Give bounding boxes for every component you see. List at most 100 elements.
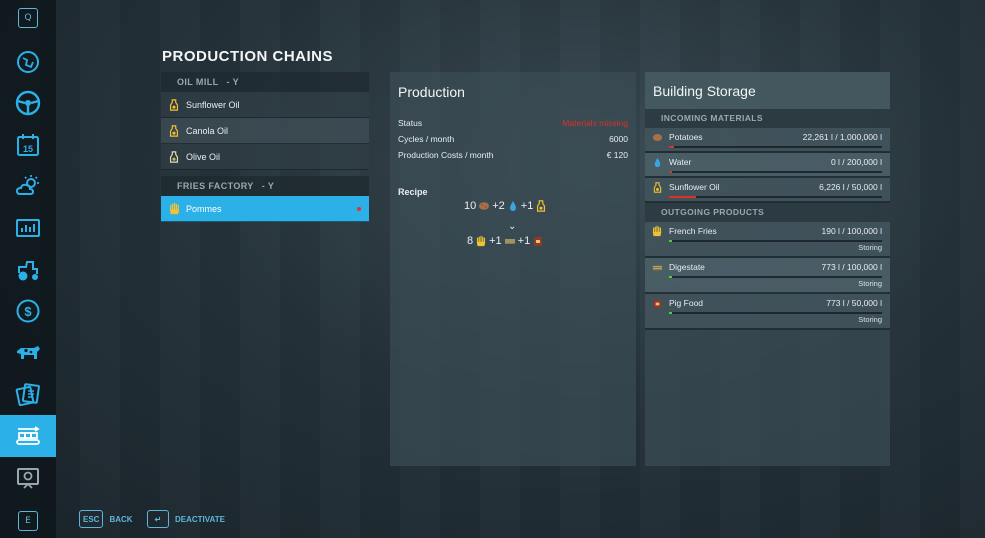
recipe-inputs: 10 +2 +1 — [464, 200, 547, 212]
svg-text:$: $ — [24, 304, 32, 319]
recipe-amount: 10 — [464, 200, 477, 212]
group-key: - Y — [261, 181, 275, 191]
fill-bar — [669, 171, 882, 173]
sidebar-item-production[interactable] — [0, 415, 56, 457]
chain-item-label: Sunflower Oil — [186, 99, 240, 110]
sidebar-item-statistics[interactable] — [0, 209, 56, 247]
group-header-oil-mill: OIL MILL - Y — [161, 72, 369, 92]
oil-bottle-icon — [167, 150, 181, 164]
storage-item-name: Water — [669, 157, 692, 167]
storage-item-name: French Fries — [669, 226, 717, 236]
chain-item-label: Olive Oil — [186, 151, 221, 162]
help-icon — [17, 468, 39, 489]
fries-icon — [476, 235, 486, 247]
storage-item-name: Pig Food — [669, 298, 704, 308]
chain-item-canola-oil[interactable]: Canola Oil — [161, 118, 369, 144]
menu-prev-key[interactable]: Q — [18, 8, 38, 28]
production-panel: Production Status Materials missing Cycl… — [390, 72, 636, 466]
page-title: PRODUCTION CHAINS — [162, 48, 334, 65]
digestate-icon — [504, 239, 515, 244]
storage-item-potatoes: Potatoes 22,261 l / 1,000,000 l — [645, 128, 890, 153]
cycles-row: Cycles / month 6000 — [390, 131, 636, 147]
svg-text:15: 15 — [23, 144, 33, 154]
fill-bar — [669, 146, 882, 148]
chain-item-label: Pommes — [186, 203, 222, 214]
sidebar-item-help[interactable] — [0, 459, 56, 497]
fill-bar-level — [669, 146, 674, 148]
status-value: Materials missing — [562, 118, 628, 128]
group-name: OIL MILL — [177, 77, 219, 87]
fill-bar — [669, 312, 882, 314]
sidebar-item-map[interactable] — [0, 43, 56, 81]
potato-icon — [479, 202, 490, 210]
sidebar-item-garage[interactable] — [0, 251, 56, 289]
production-title: Production — [398, 84, 465, 100]
back-action[interactable]: ESC BACK — [79, 510, 133, 528]
storage-item-name: Sunflower Oil — [669, 182, 720, 192]
fries-icon — [651, 225, 663, 237]
costs-row: Production Costs / month € 120 — [390, 147, 636, 163]
digestate-icon — [651, 261, 663, 273]
sidebar-item-contracts[interactable] — [0, 375, 56, 413]
storage-item-water: Water 0 l / 200,000 l — [645, 153, 890, 178]
enter-key-icon: ↵ — [147, 510, 169, 528]
recipe-amount: 8 — [467, 235, 474, 247]
fill-bar-level — [669, 171, 672, 173]
fill-bar-level — [669, 276, 672, 278]
sidebar-item-weather[interactable] — [0, 167, 56, 205]
recipe-label: Recipe — [398, 187, 428, 197]
incoming-header: INCOMING MATERIALS — [645, 109, 890, 128]
oil-bottle-icon — [167, 98, 181, 112]
chain-item-olive-oil[interactable]: Olive Oil — [161, 144, 369, 170]
storage-item-amount: 0 l / 200,000 l — [830, 157, 882, 167]
sidebar-item-animals[interactable] — [0, 334, 56, 372]
storage-item-name: Digestate — [669, 262, 705, 272]
storage-status: Storing — [858, 315, 882, 324]
sidebar-item-finances[interactable]: $ — [0, 292, 56, 330]
costs-value: € 120 — [606, 150, 628, 160]
tractor-icon — [18, 261, 38, 281]
fill-bar — [669, 240, 882, 242]
production-icon — [16, 426, 40, 445]
storage-item-amount: 6,226 l / 50,000 l — [819, 182, 882, 192]
deactivate-label: DEACTIVATE — [175, 514, 225, 524]
oil-bottle-icon — [167, 124, 181, 138]
storage-status: Storing — [858, 243, 882, 252]
recipe-amount: +2 — [492, 200, 505, 212]
cycles-value: 6000 — [609, 134, 628, 144]
chain-item-pommes[interactable]: Pommes — [161, 196, 369, 222]
storage-item-digestate: Digestate 773 l / 100,000 l Storing — [645, 258, 890, 294]
chain-item-sunflower-oil[interactable]: Sunflower Oil — [161, 92, 369, 118]
outgoing-header: OUTGOING PRODUCTS — [645, 203, 890, 222]
chevron-down-icon: ⌄ — [508, 221, 517, 232]
storage-item-amount: 773 l / 100,000 l — [821, 262, 883, 272]
production-chain-list: OIL MILL - Y Sunflower Oil Canola Oil Oli… — [161, 72, 369, 222]
potato-icon — [651, 131, 663, 143]
deactivate-action[interactable]: ↵ DEACTIVATE — [147, 510, 225, 528]
group-header-fries-factory: FRIES FACTORY - Y — [161, 176, 369, 196]
sidebar: Q 15 $ E — [0, 0, 56, 538]
statistics-icon — [16, 219, 40, 237]
storage-item-name: Potatoes — [669, 132, 703, 142]
fill-bar — [669, 276, 882, 278]
oil-bottle-icon — [651, 181, 663, 193]
water-drop-icon — [509, 201, 516, 211]
fill-bar-level — [669, 196, 696, 198]
recipe-amount: +1 — [520, 200, 534, 212]
storage-item-pig-food: Pig Food 773 l / 50,000 l Storing — [645, 294, 890, 330]
map-icon — [17, 51, 39, 73]
fries-icon — [167, 202, 181, 216]
status-row: Status Materials missing — [390, 115, 636, 131]
storage-status: Storing — [858, 279, 882, 288]
sidebar-item-calendar[interactable]: 15 — [0, 126, 56, 164]
pig-food-icon — [534, 237, 543, 246]
menu-next-key[interactable]: E — [18, 511, 38, 531]
storage-item-french-fries: French Fries 190 l / 100,000 l Storing — [645, 222, 890, 258]
sidebar-item-vehicles[interactable] — [0, 84, 56, 122]
chain-item-label: Canola Oil — [186, 125, 229, 136]
steering-wheel-icon — [15, 90, 41, 116]
storage-item-amount: 22,261 l / 1,000,000 l — [802, 132, 882, 142]
storage-item-amount: 190 l / 100,000 l — [821, 226, 883, 236]
oil-bottle-icon — [537, 200, 546, 212]
back-label: BACK — [109, 514, 133, 524]
